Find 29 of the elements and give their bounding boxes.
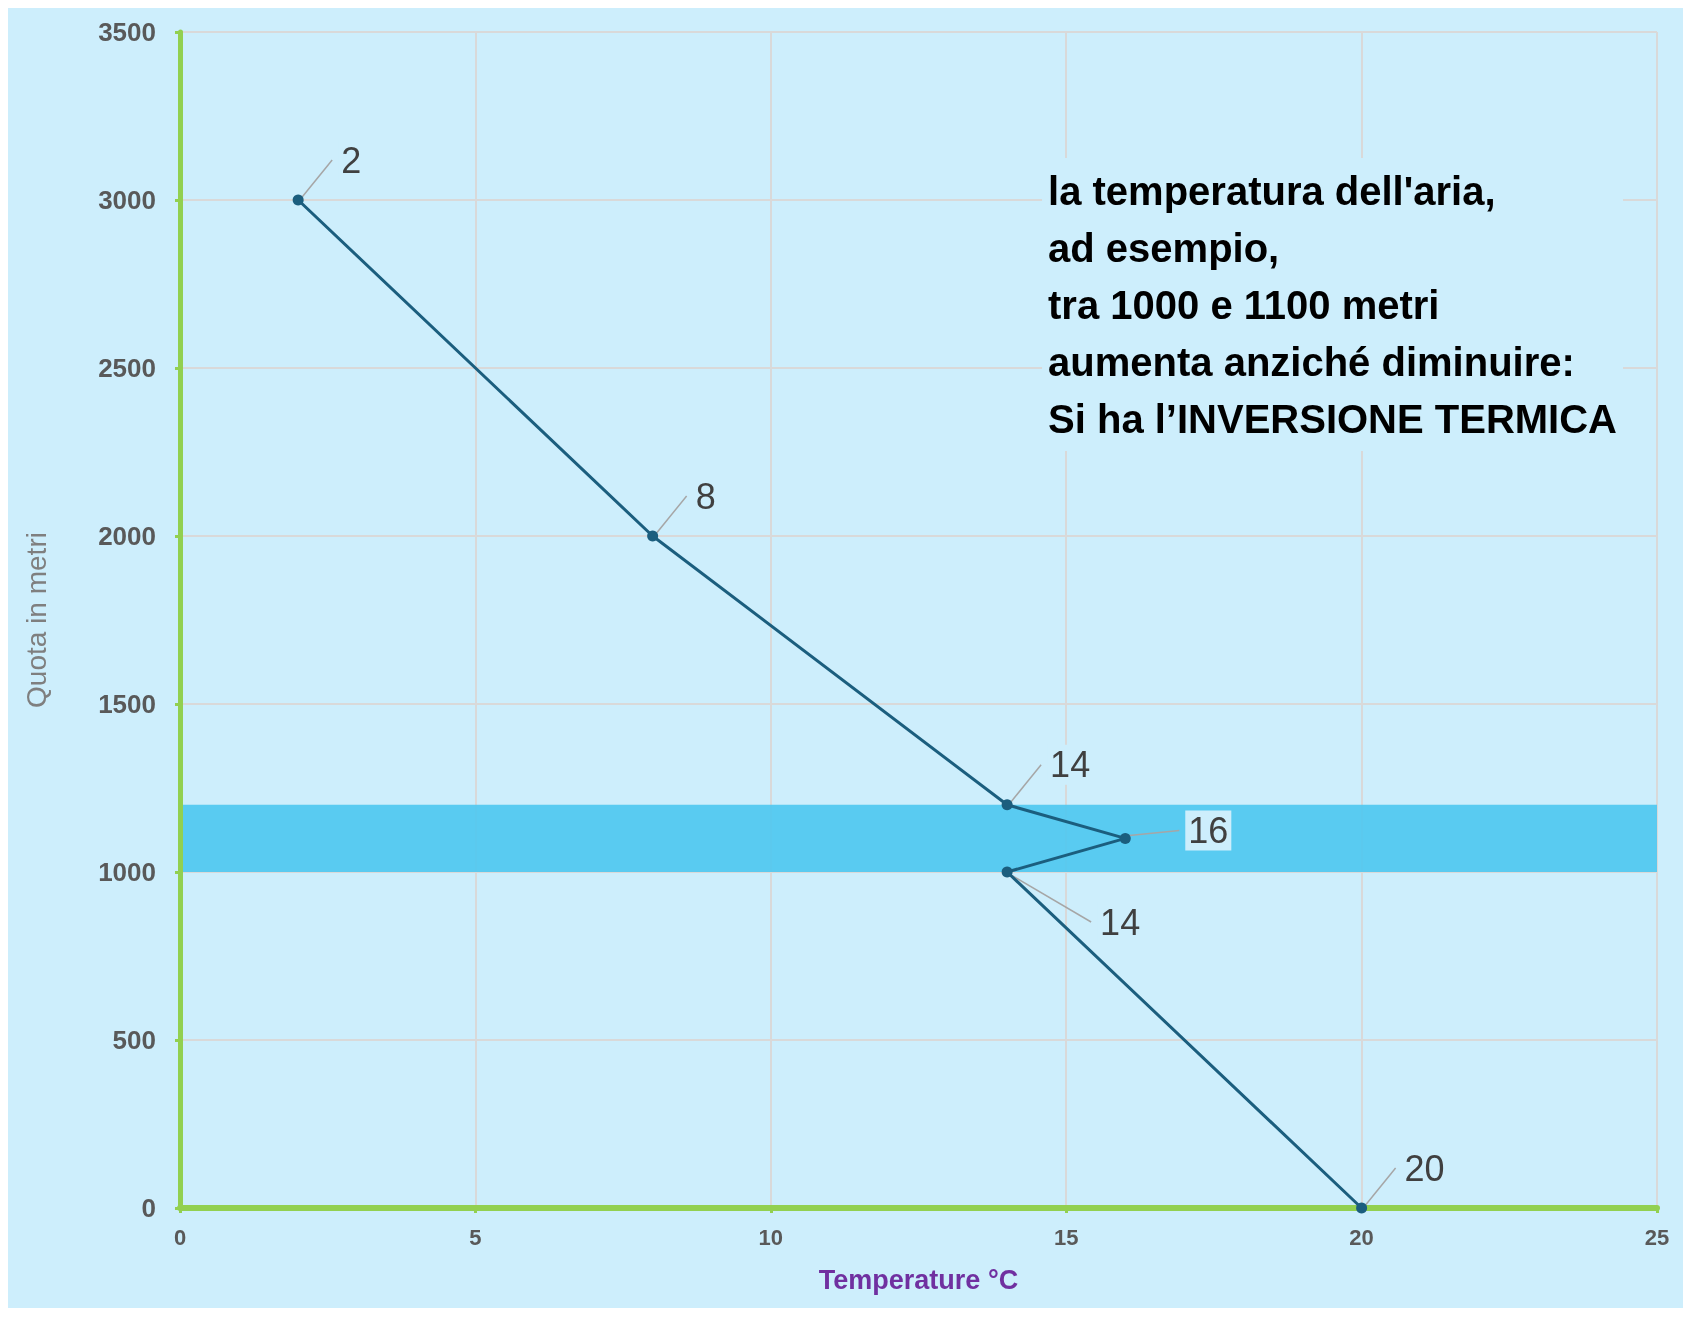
y-tick-label: 2500	[98, 353, 156, 383]
x-tick-label: 25	[1644, 1224, 1670, 1250]
annotation: 14	[1050, 744, 1091, 786]
point	[1001, 866, 1013, 878]
point	[647, 530, 659, 542]
x-tick-label: 0	[173, 1224, 187, 1250]
y-tick-label: 500	[112, 1025, 156, 1055]
y-tick-label: 2000	[98, 521, 156, 551]
annotation: 20	[1404, 1147, 1445, 1189]
y-axis-title: Quota in metri	[20, 532, 52, 708]
y-tick-label: 1500	[98, 689, 156, 719]
x-axis-title: Temperature °C	[818, 1264, 1019, 1295]
annotation: 14	[1100, 901, 1141, 943]
y-tick-label: 0	[141, 1193, 156, 1223]
point	[1119, 832, 1131, 844]
point	[1356, 1202, 1368, 1214]
x-tick-label: 5	[469, 1224, 482, 1250]
point	[1001, 799, 1013, 811]
y-tick-label: 3000	[98, 185, 156, 215]
point	[292, 194, 304, 206]
annotation: 2	[341, 139, 362, 181]
annotation: 8	[695, 475, 716, 517]
y-tick-label: 3500	[98, 17, 156, 47]
x-tick-label: 10	[758, 1224, 784, 1250]
x-tick-label: 20	[1349, 1224, 1374, 1250]
x-tick-label: 15	[1053, 1224, 1079, 1250]
annotation: la temperatura dell'aria, ad esempio, tra 1000 e 1100 metri aumenta anziché diminuire: Si ha l’INVERSIONE TERMICA	[1048, 168, 1617, 441]
annotation: 16	[1188, 809, 1229, 851]
y-tick-label: 1000	[98, 857, 156, 887]
